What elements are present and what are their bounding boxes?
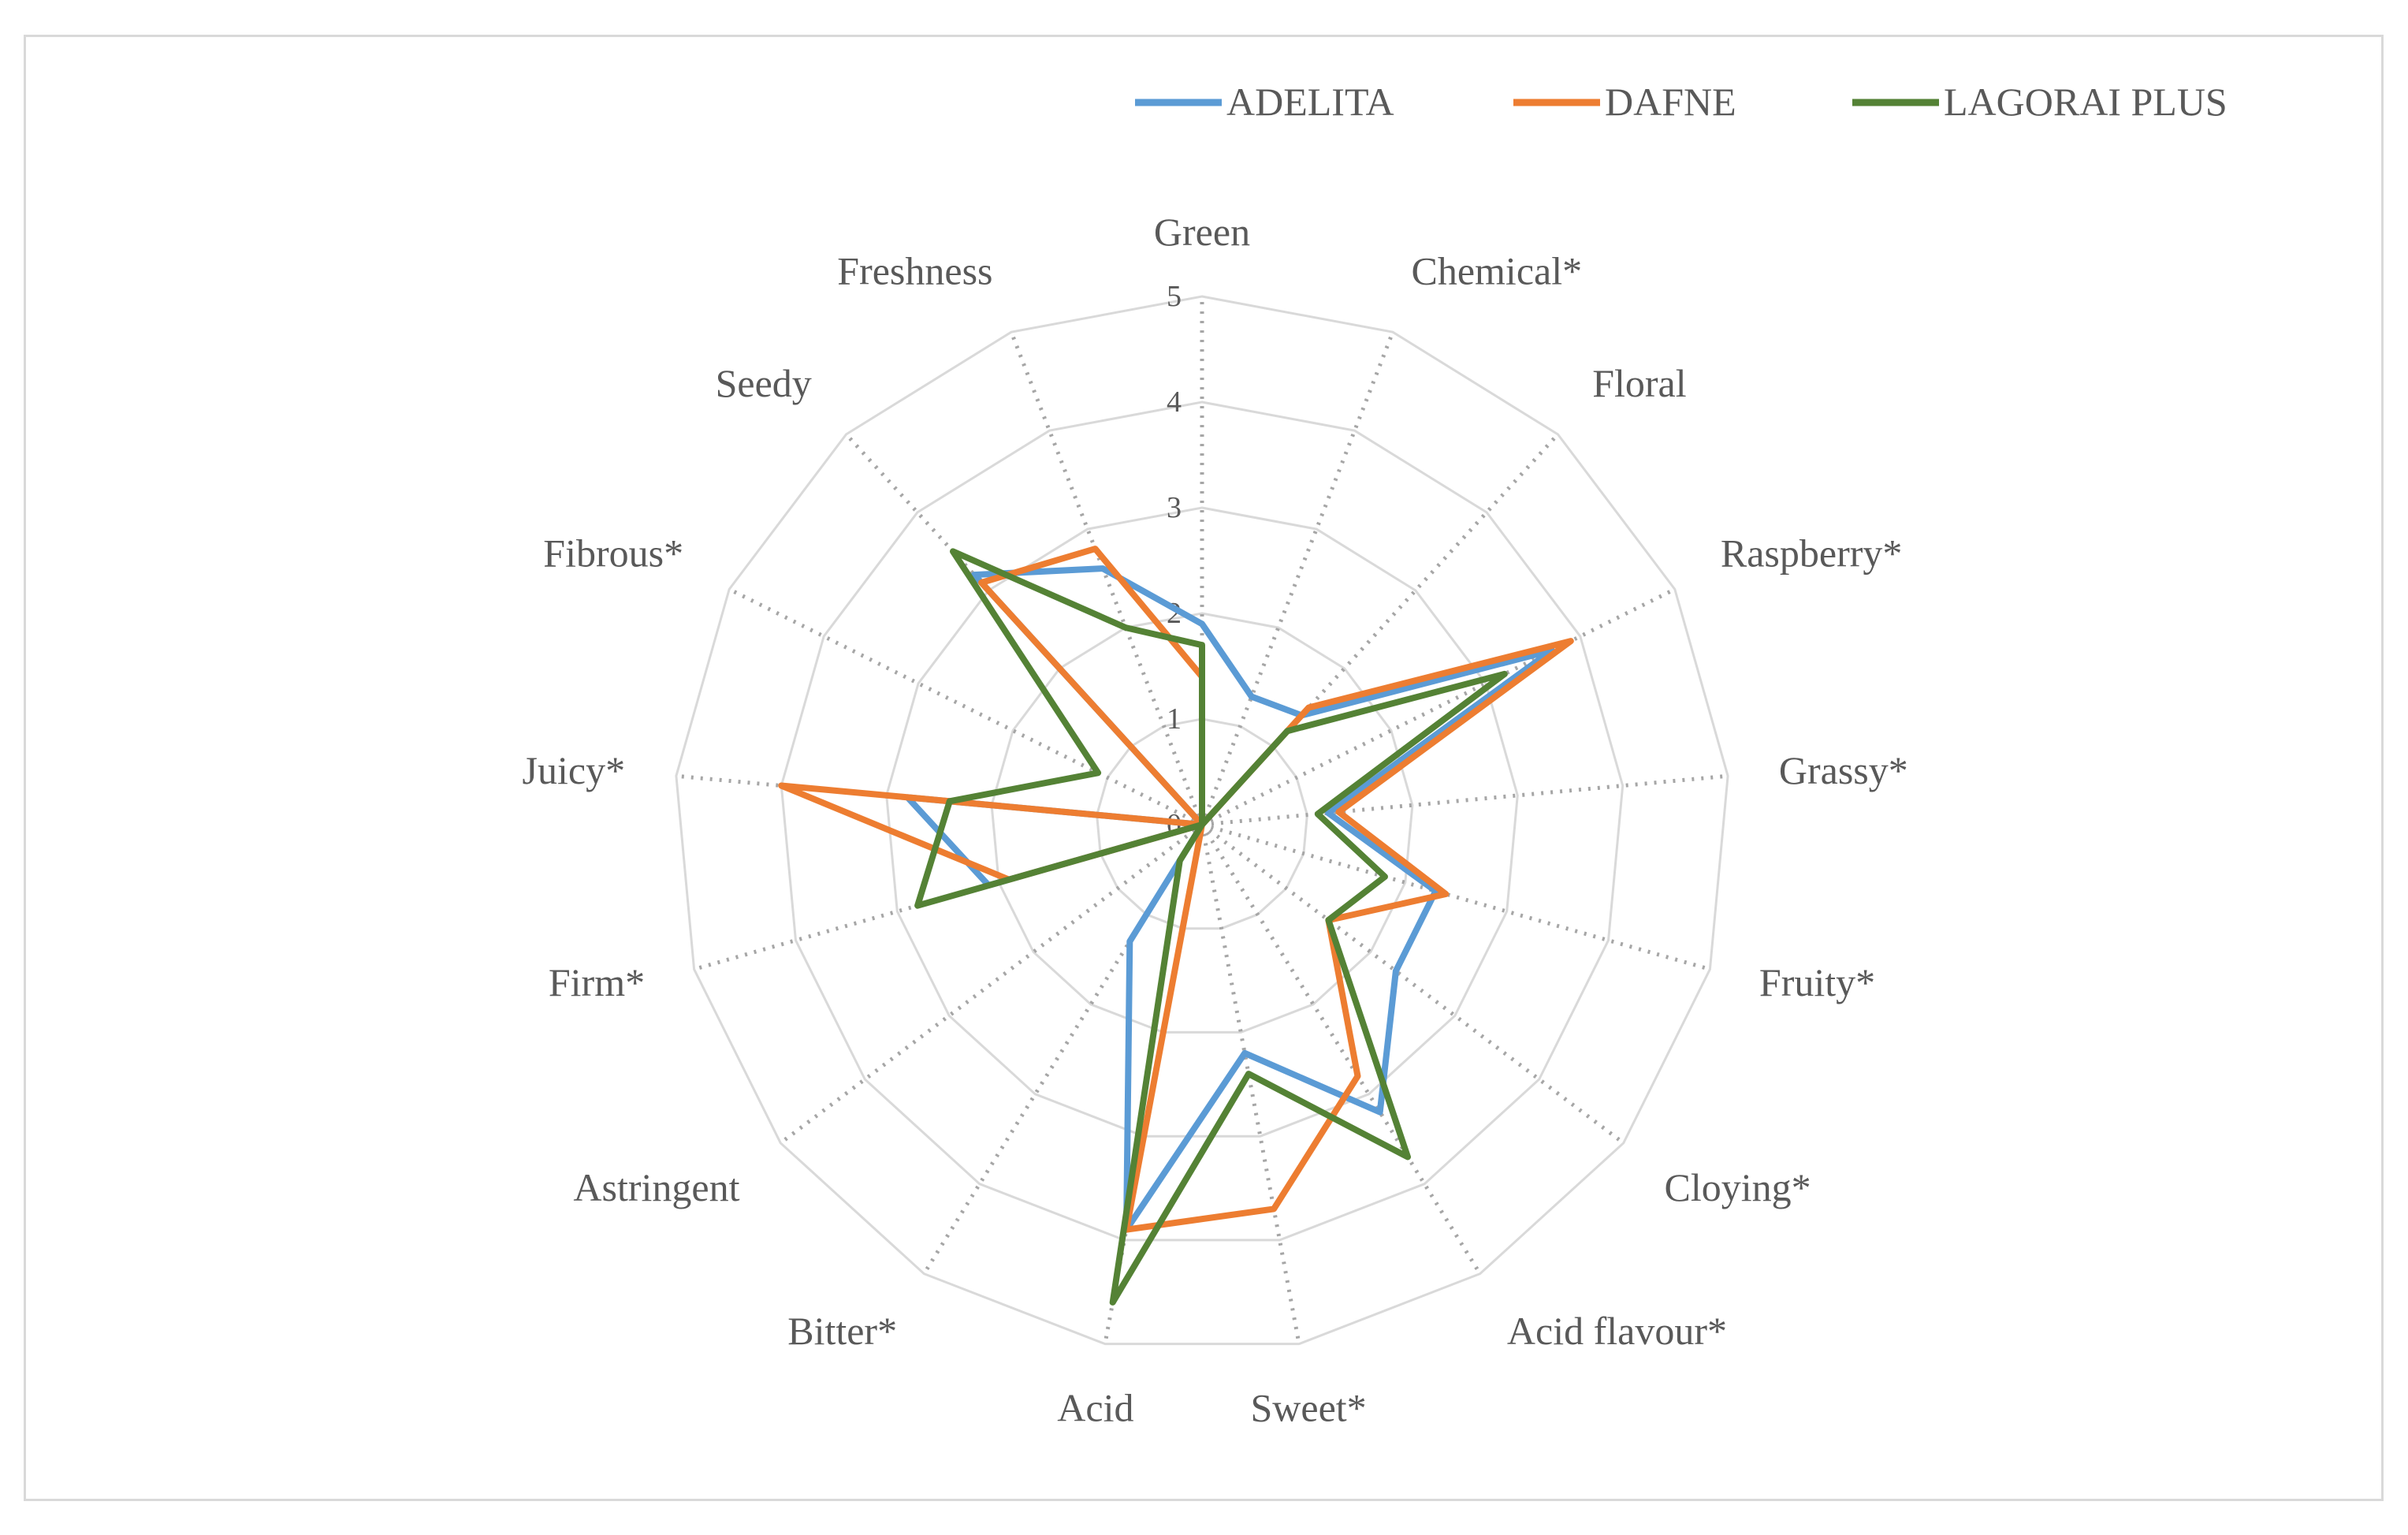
radial-tick-label: 4: [1167, 386, 1182, 419]
radial-tick-label: 1: [1167, 702, 1182, 736]
axis-label-firm: Firm*: [549, 960, 645, 1004]
legend-label-lagorai-plus: LAGORAI PLUS: [1944, 80, 2227, 124]
axis-label-grassy: Grassy*: [1779, 748, 1908, 792]
axis-label-sweet: Sweet*: [1250, 1386, 1366, 1430]
axis-label-cloying: Cloying*: [1665, 1165, 1811, 1209]
axis-spoke: [1200, 331, 1395, 825]
series-line-dafne: [778, 546, 1574, 1233]
series-line-lagorai-plus: [914, 548, 1508, 1306]
axis-label-astringent: Astringent: [573, 1165, 739, 1209]
legend-label-adelita: ADELITA: [1226, 80, 1394, 124]
axis-label-freshness: Freshness: [837, 249, 992, 293]
grid-ring: [1096, 717, 1308, 930]
axis-label-fibrous: Fibrous*: [543, 531, 683, 575]
axis-label-juicy: Juicy*: [523, 748, 626, 792]
axis-label-acid-flavour: Acid flavour*: [1507, 1309, 1727, 1353]
legend-label-dafne: DAFNE: [1605, 80, 1736, 124]
axis-label-bitter: Bitter*: [787, 1309, 897, 1353]
axis-label-green: Green: [1154, 210, 1250, 254]
grid-ring: [675, 295, 1729, 1346]
axis-label-floral: Floral: [1592, 361, 1686, 405]
axis-label-fruity: Fruity*: [1759, 960, 1875, 1004]
grid-ring: [990, 612, 1414, 1034]
axis-spoke: [1200, 824, 1301, 1345]
axis-spoke: [1201, 773, 1729, 827]
axis-label-acid: Acid: [1057, 1386, 1133, 1430]
axis-label-seedy: Seedy: [716, 361, 812, 405]
axis-label-chemical: Chemical*: [1412, 249, 1583, 293]
radial-tick-label: 5: [1167, 280, 1182, 313]
radial-tick-label: 3: [1167, 491, 1182, 524]
axis-label-raspberry: Raspberry*: [1721, 531, 1903, 575]
grid-ring: [780, 401, 1625, 1242]
